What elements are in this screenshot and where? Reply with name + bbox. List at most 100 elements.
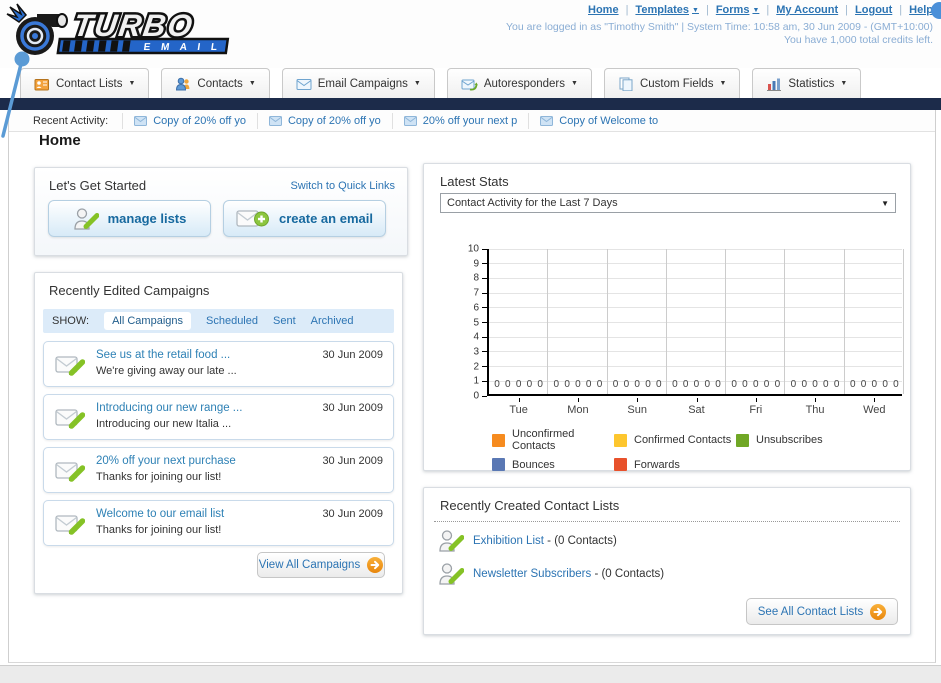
create-email-button[interactable]: create an email	[223, 200, 386, 237]
app-logo: TURBO E M A I L	[5, 2, 265, 60]
y-tick-mark	[482, 292, 487, 294]
day-label: Mon	[567, 404, 589, 416]
value-label: 0	[585, 378, 592, 390]
day-separator-line	[606, 249, 608, 394]
chevron-down-icon: ▼	[752, 6, 760, 14]
campaign-subtitle: We're giving away our late ...	[96, 365, 237, 377]
campaign-row[interactable]: 20% off your next purchase Thanks for jo…	[43, 447, 394, 493]
value-label: 0	[537, 378, 543, 390]
envelope-pencil-icon	[55, 515, 85, 535]
tab-custom-fields[interactable]: Custom Fields ▼	[603, 68, 741, 98]
value-label: 0	[575, 378, 581, 390]
legend-swatch	[614, 458, 627, 471]
y-tick-mark	[482, 351, 487, 353]
value-label: 0	[823, 378, 829, 390]
top-nav: Home | Templates ▼ | Forms ▼ | My Account …	[588, 4, 933, 16]
legend-label: Unsubscribes	[756, 434, 823, 446]
legend-label: Forwards	[634, 458, 680, 471]
turbo-logo-graphic: TURBO E M A I L	[6, 3, 230, 55]
recent-activity-item[interactable]: 20% off your next p	[391, 112, 529, 129]
x-tick-mark	[874, 398, 876, 402]
y-tick-mark	[482, 277, 487, 279]
value-label: 0	[494, 378, 500, 390]
recent-activity-item[interactable]: Copy of 20% off yo	[122, 112, 257, 129]
h-gridline	[489, 351, 902, 353]
y-tick-mark	[482, 366, 487, 368]
login-status: You are logged in as "Timothy Smith" | S…	[506, 21, 933, 33]
contact-list-link[interactable]: Exhibition List	[473, 535, 544, 547]
value-label: 0	[763, 378, 770, 390]
top-nav-help[interactable]: Help	[909, 4, 933, 16]
day-label: Fri	[749, 404, 763, 416]
top-nav-my-account[interactable]: My Account	[776, 4, 839, 16]
recent-activity-item[interactable]: Copy of 20% off yo	[256, 112, 392, 129]
x-tick-mark	[577, 398, 579, 402]
legend-item: Unsubscribes	[736, 428, 823, 452]
email-campaigns-icon	[296, 78, 312, 90]
see-all-contact-lists-button[interactable]: See All Contact Lists	[746, 598, 898, 625]
h-gridline	[489, 277, 902, 279]
value-label: 0	[564, 378, 570, 390]
contact-list-item[interactable]: Exhibition List - (0 Contacts)	[438, 529, 617, 553]
day-label: Sat	[688, 404, 705, 416]
recent-activity-item[interactable]: Copy of Welcome to	[528, 112, 669, 129]
day-label: Sun	[627, 404, 647, 416]
campaign-row[interactable]: Introducing our new range ... Introducin…	[43, 394, 394, 440]
legend-swatch	[492, 458, 505, 471]
chevron-down-icon: ▼	[719, 80, 727, 87]
contact-list-link[interactable]: Newsletter Subscribers	[473, 568, 592, 580]
envelope-icon	[540, 115, 554, 126]
corner-dot-decoration	[931, 2, 941, 19]
campaign-title-link[interactable]: Introducing our new range ...	[96, 402, 243, 414]
contact-list-item[interactable]: Newsletter Subscribers - (0 Contacts)	[438, 562, 664, 586]
day-separator-line	[843, 249, 845, 394]
chevron-down-icon: ▼	[692, 6, 699, 14]
envelope-plus-icon	[236, 209, 270, 227]
day-separator-line	[665, 249, 667, 394]
tab-autoresponders[interactable]: Autoresponders ▼	[446, 68, 592, 98]
h-gridline	[489, 380, 902, 382]
value-label: 0	[596, 378, 603, 390]
show-label: SHOW:	[52, 315, 90, 327]
tab-email-campaigns[interactable]: Email Campaigns ▼	[281, 68, 435, 98]
value-label: 0	[871, 378, 878, 390]
y-tick-label: 9	[473, 258, 479, 270]
value-label: 0	[623, 378, 630, 390]
contact-list-count: - (0 Contacts)	[547, 535, 617, 547]
view-all-campaigns-button[interactable]: View All Campaigns	[257, 552, 385, 578]
y-tick-label: 1	[473, 375, 479, 387]
filter-archived[interactable]: Archived	[310, 315, 354, 327]
top-nav-home[interactable]: Home	[588, 4, 619, 16]
chevron-down-icon: ▼	[840, 80, 848, 87]
value-label: 0	[812, 378, 818, 390]
stats-period-dropdown[interactable]: Contact Activity for the Last 7 Days ▼	[440, 193, 896, 213]
campaign-date: 30 Jun 2009	[322, 402, 383, 414]
top-nav-logout[interactable]: Logout	[855, 4, 893, 16]
switch-quick-links-link[interactable]: Switch to Quick Links	[290, 180, 395, 192]
tab-contact-lists[interactable]: Contact Lists ▼	[20, 68, 150, 98]
value-label: 0	[672, 378, 678, 390]
campaign-title-link[interactable]: Welcome to our email list	[96, 508, 225, 520]
tab-statistics[interactable]: Statistics ▼	[752, 68, 862, 98]
campaign-title-link[interactable]: See us at the retail food ...	[96, 349, 231, 361]
custom-fields-icon	[619, 77, 633, 91]
value-label: 0	[752, 378, 759, 390]
manage-lists-button[interactable]: manage lists	[48, 200, 211, 237]
filter-scheduled[interactable]: Scheduled	[206, 315, 258, 327]
person-pencil-icon	[439, 530, 464, 552]
campaign-row[interactable]: See us at the retail food ... We're givi…	[43, 341, 394, 387]
tab-contacts[interactable]: Contacts ▼	[161, 68, 270, 98]
get-started-panel: Let's Get Started Switch to Quick Links …	[34, 167, 408, 256]
top-nav-forms[interactable]: Forms ▼	[715, 4, 760, 16]
legend-swatch	[614, 433, 627, 447]
h-gridline	[489, 322, 902, 323]
campaign-subtitle: Thanks for joining our list!	[96, 524, 222, 536]
campaign-row[interactable]: Welcome to our email list Thanks for joi…	[43, 500, 394, 546]
filter-sent[interactable]: Sent	[273, 315, 296, 327]
filter-all-campaigns[interactable]: All Campaigns	[104, 312, 191, 330]
top-nav-templates[interactable]: Templates ▼	[635, 4, 699, 16]
campaign-title-link[interactable]: 20% off your next purchase	[96, 455, 236, 467]
